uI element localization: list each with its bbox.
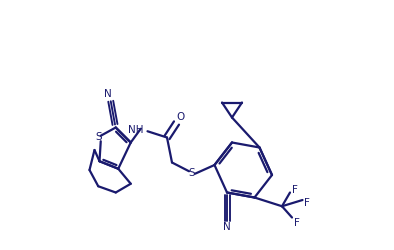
Text: F: F xyxy=(304,198,310,207)
Text: S: S xyxy=(95,132,102,142)
Text: S: S xyxy=(189,168,195,177)
Text: F: F xyxy=(292,185,297,195)
Text: F: F xyxy=(294,218,300,228)
Text: N: N xyxy=(223,222,231,232)
Text: N: N xyxy=(104,89,112,99)
Text: NH: NH xyxy=(128,125,143,135)
Text: O: O xyxy=(177,112,185,122)
